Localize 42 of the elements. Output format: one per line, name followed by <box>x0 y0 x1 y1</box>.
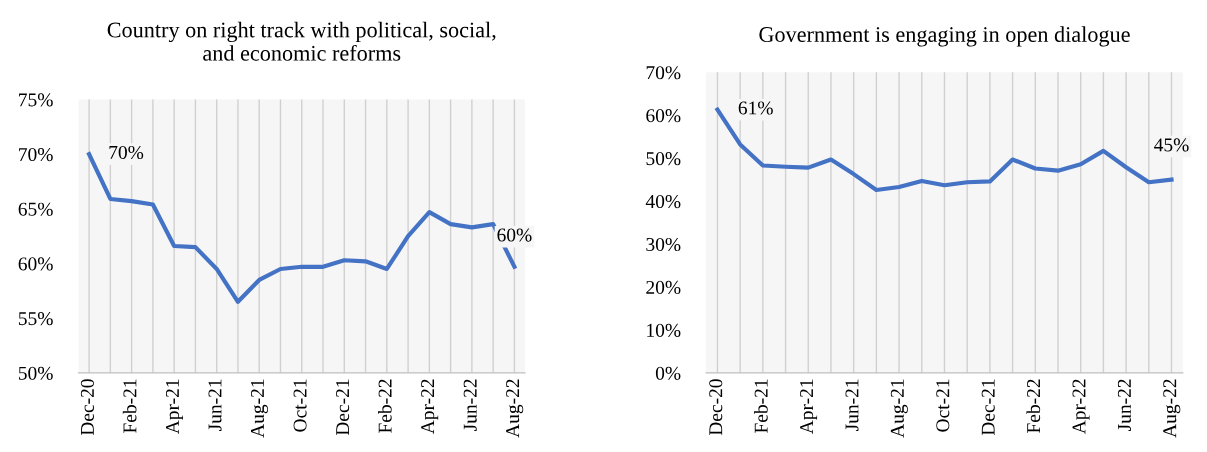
y-tick-label: 50% <box>18 366 53 380</box>
y-tick-label: 75% <box>19 93 53 107</box>
x-tick-label: Aug-21 <box>890 379 908 438</box>
chart-title: Country on right track with political, social, and economic reforms <box>107 21 496 61</box>
x-tick-label: Aug-21 <box>250 379 269 438</box>
x-tick-label: Jun-22 <box>1117 379 1131 431</box>
x-tick-label: Dec-21 <box>981 379 995 436</box>
data-label: 45% <box>1154 138 1189 152</box>
x-tick-label: Feb-22 <box>378 379 392 433</box>
x-tick-label: Feb-22 <box>1026 379 1041 433</box>
x-tick-label: Aug-22 <box>506 379 524 438</box>
y-tick-label: 65% <box>18 202 53 216</box>
x-tick-label: Apr-22 <box>421 379 439 435</box>
y-tick-label: 70% <box>19 147 53 162</box>
x-tick-label: Dec-21 <box>336 379 350 436</box>
y-tick-label: 10% <box>647 323 681 337</box>
x-tick-label: Jun-21 <box>208 379 222 431</box>
x-tick-label: Apr-21 <box>800 379 818 435</box>
y-tick-label: 50% <box>646 152 681 166</box>
y-tick-label: 0% <box>655 366 681 380</box>
x-tick-label: Jun-21 <box>845 379 859 431</box>
x-tick-label: Dec-20 <box>80 379 94 436</box>
y-tick-label: 70% <box>646 66 681 80</box>
data-label: 60% <box>497 228 532 242</box>
y-tick-label: 20% <box>646 280 681 295</box>
x-tick-label: Dec-20 <box>709 379 723 436</box>
data-label: 61% <box>738 101 773 115</box>
data-label: 70% <box>109 145 144 160</box>
y-tick-label: 60% <box>18 257 53 271</box>
y-tick-label: 60% <box>646 109 681 123</box>
x-tick-label: Feb-21 <box>122 379 137 433</box>
y-tick-label: 30% <box>646 237 681 252</box>
x-tick-label: Apr-21 <box>165 379 183 435</box>
x-tick-label: Jun-22 <box>463 379 477 431</box>
chart-title: Government is engaging in open dialogue <box>759 26 1130 47</box>
y-tick-label: 55% <box>18 312 53 326</box>
y-tick-label: 40% <box>645 194 681 209</box>
x-tick-label: Apr-22 <box>1072 379 1090 435</box>
x-tick-label: Feb-21 <box>754 379 768 433</box>
x-tick-label: Oct-21 <box>293 379 307 432</box>
x-tick-label: Oct-21 <box>936 379 950 432</box>
x-tick-label: Aug-22 <box>1163 379 1181 438</box>
